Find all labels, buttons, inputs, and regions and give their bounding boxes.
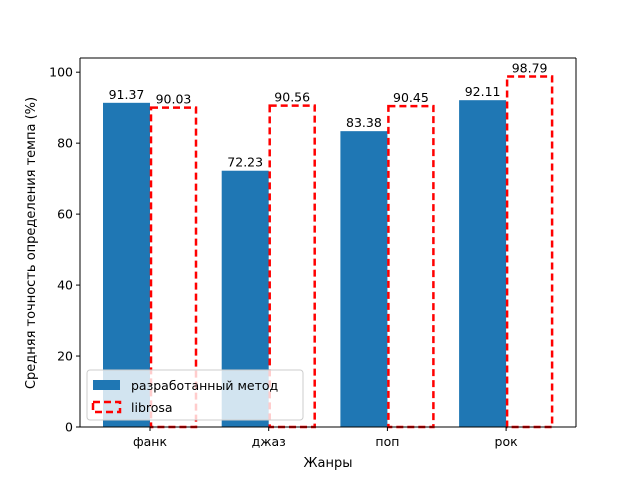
x-tick-label-0: фанк <box>133 434 168 449</box>
y-tick-label-0: 0 <box>65 420 73 435</box>
x-axis-label: Жанры <box>304 456 353 471</box>
legend-box <box>86 369 304 421</box>
y-axis-label: Средняя точность определения темпа (%) <box>24 97 39 389</box>
bar-0-2 <box>340 131 388 427</box>
value-label-0-2: 83.38 <box>346 115 382 130</box>
bar-1-2 <box>387 104 435 429</box>
y-tick-label-1: 20 <box>57 349 73 364</box>
legend-swatch-developed-method <box>93 380 120 390</box>
value-label-1-0: 90.03 <box>156 92 192 107</box>
legend: разработанный метод librosa <box>86 369 304 421</box>
value-label-1-2: 90.45 <box>393 90 429 105</box>
value-label-0-3: 92.11 <box>465 84 501 99</box>
x-tick-label-1: джаз <box>252 434 286 449</box>
y-tick-label-2: 40 <box>57 278 73 293</box>
x-tick-label-2: поп <box>375 434 399 449</box>
legend-swatch-librosa <box>91 400 122 414</box>
value-labels-layer: 91.37 72.23 83.38 92.11 90.03 90.56 90.45 98.79 <box>109 60 548 169</box>
value-label-1-1: 90.56 <box>274 90 310 105</box>
y-tick-label-5: 100 <box>49 65 73 80</box>
bar-0-3 <box>459 100 507 427</box>
y-tick-label-3: 60 <box>57 207 73 222</box>
x-tick-label-3: рок <box>495 434 519 449</box>
legend-label-developed-method: разработанный метод <box>131 378 278 393</box>
axes-layer: 0 20 40 60 80 100 фанк джаз поп рок <box>49 57 577 449</box>
legend-label-librosa: librosa <box>131 400 173 415</box>
value-label-0-0: 91.37 <box>109 87 145 102</box>
bar-1-3 <box>505 75 554 429</box>
value-label-1-3: 98.79 <box>512 60 548 75</box>
y-tick-label-4: 80 <box>57 136 73 151</box>
value-label-0-1: 72.23 <box>227 155 263 170</box>
